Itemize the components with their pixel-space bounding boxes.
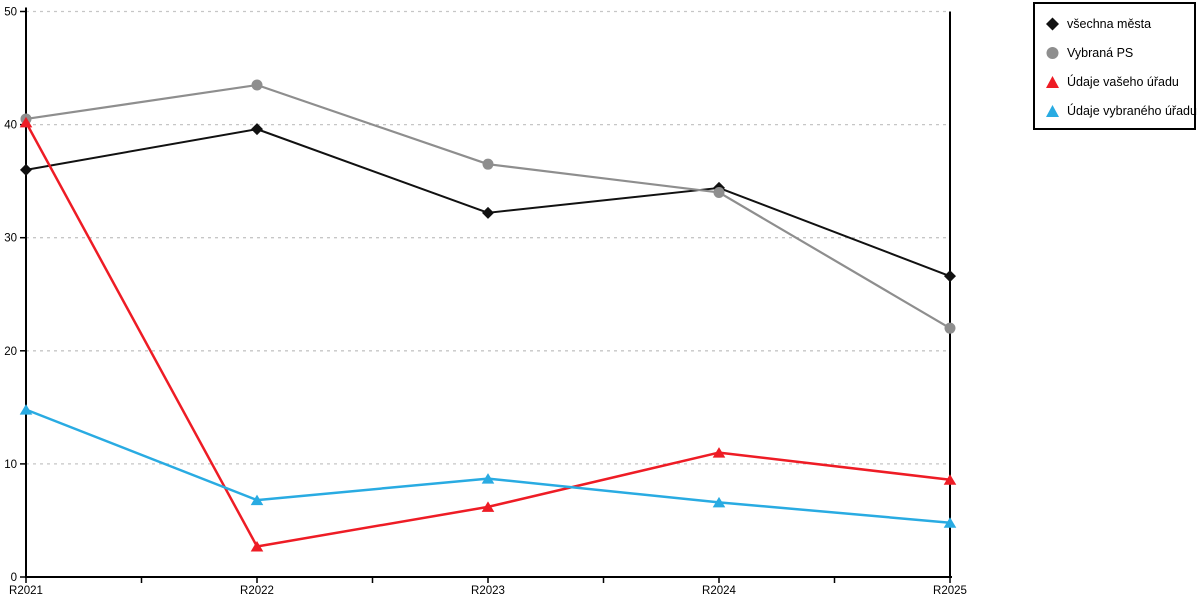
x-tick-label: R2024	[702, 585, 736, 597]
triangle-marker-series-2	[943, 474, 957, 485]
circle-icon	[1046, 46, 1059, 59]
triangle-marker-series-3	[943, 517, 957, 528]
diamond-marker-series-0	[251, 123, 263, 136]
series-line-0	[25, 128, 951, 278]
triangle-marker-series-2	[712, 447, 726, 458]
triangle-marker-series-3	[19, 404, 33, 415]
triangle-marker-series-3	[712, 496, 726, 508]
diamond-marker-series-0	[482, 206, 494, 219]
triangle-marker-series-3	[250, 494, 264, 506]
triangle-icon	[1046, 75, 1059, 88]
circle-marker-series-1	[251, 79, 263, 91]
triangle-marker-series-2	[19, 116, 33, 128]
legend-item-label: všechna města	[1067, 16, 1152, 31]
y-tick-label: 50	[4, 7, 17, 19]
y-tick-label: 10	[4, 459, 17, 471]
legend-item: Vybraná PS	[1045, 38, 1190, 67]
legend-item: Údaje vybraného úřadu	[1045, 96, 1197, 125]
diamond-marker-series-0	[20, 163, 32, 176]
circle-marker-series-1	[944, 322, 956, 334]
x-tick-label: R2022	[240, 585, 274, 597]
y-tick-label: 0	[11, 572, 17, 584]
circle-marker-series-1	[713, 186, 725, 198]
x-tick-label: R2025	[933, 585, 967, 597]
x-tick-label: R2021	[9, 585, 43, 597]
legend-item-label: Údaje vašeho úřadu	[1067, 74, 1179, 89]
chart-legend: všechna města Vybraná PS Údaje vašeho úřad…	[1033, 2, 1197, 130]
series-line-1	[25, 83, 951, 330]
circle-marker-series-1	[482, 158, 494, 170]
y-tick-label: 30	[4, 233, 17, 245]
x-tick-label: R2023	[471, 585, 505, 597]
legend-item-label: Údaje vybraného úřadu	[1067, 103, 1197, 118]
y-tick-label: 40	[4, 120, 17, 132]
diamond-icon	[1046, 17, 1059, 30]
y-tick-label: 20	[4, 346, 17, 358]
triangle-marker-series-2	[250, 540, 264, 552]
triangle-marker-series-2	[481, 501, 495, 512]
triangle-icon	[1046, 104, 1059, 117]
diamond-marker-series-0	[944, 270, 956, 283]
legend-item: všechna města	[1045, 9, 1190, 38]
triangle-marker-series-3	[481, 473, 495, 484]
legend-item-label: Vybraná PS	[1067, 45, 1134, 60]
legend-item: Údaje vašeho úřadu	[1045, 67, 1190, 96]
